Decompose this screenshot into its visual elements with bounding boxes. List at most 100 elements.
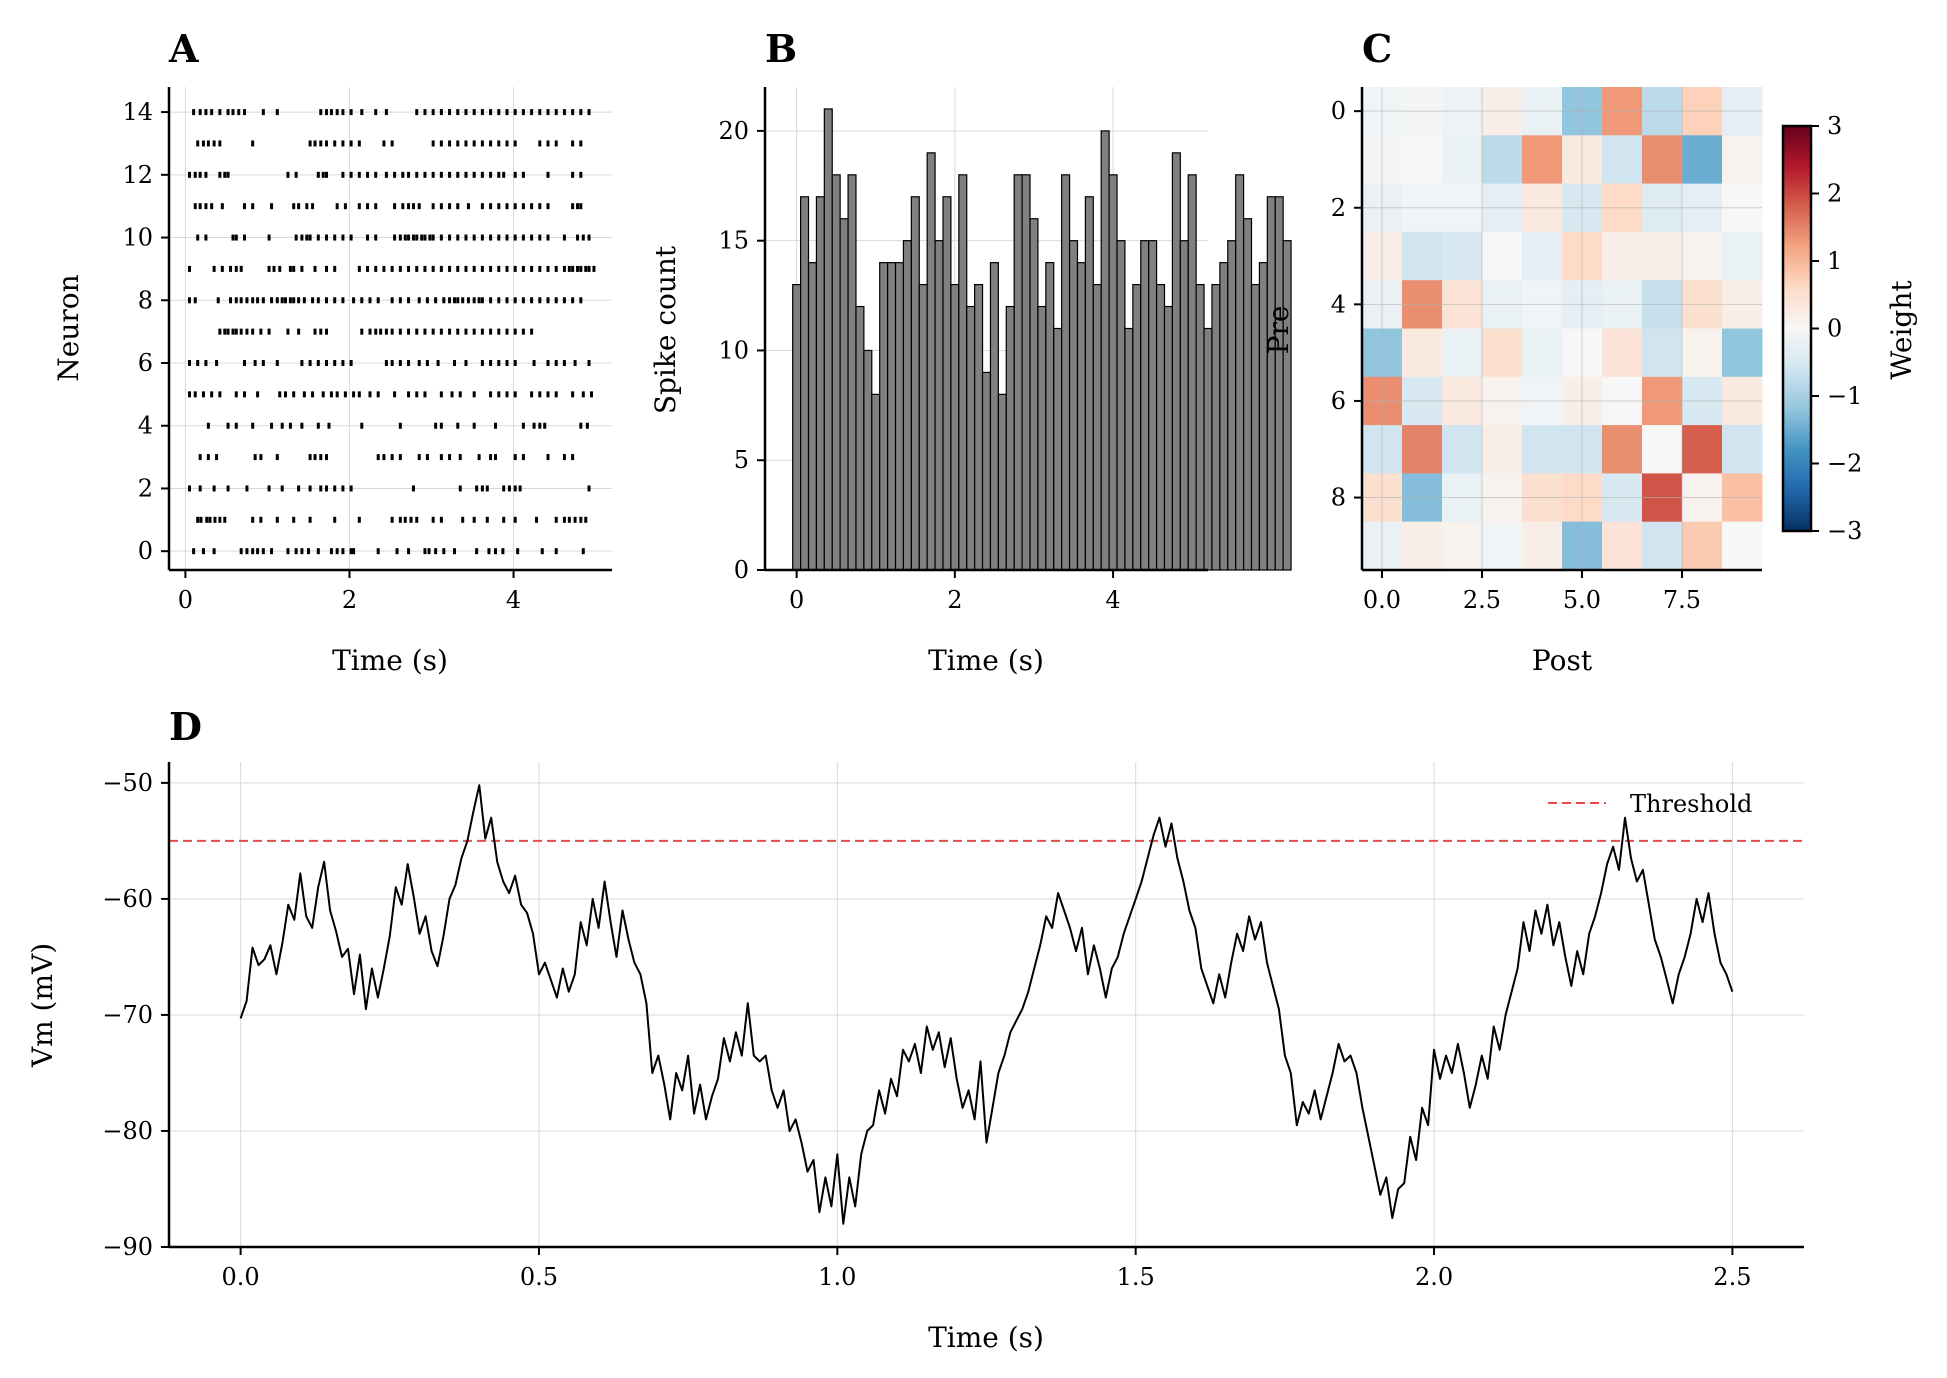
heatmap-cell [1482, 521, 1523, 571]
histogram-bar [1155, 283, 1166, 571]
vm-tick-label-x: 2.5 [1713, 1263, 1751, 1291]
histogram-bar [1140, 240, 1150, 571]
histogram-bar [1179, 240, 1189, 571]
histogram-bar [902, 240, 912, 571]
histogram-bar [839, 218, 849, 571]
heatmap-cell [1642, 425, 1683, 474]
vm-tick-label-y: −70 [102, 1001, 153, 1029]
histogram-bar [934, 240, 944, 571]
heatmap-cell [1602, 425, 1643, 474]
histogram-tick-label-y: 0 [734, 556, 749, 584]
heatmap-cell [1402, 425, 1443, 474]
colorbar-tick-label: 0 [1827, 315, 1842, 343]
heatmap-tick-label-y: 8 [1331, 484, 1346, 512]
histogram-bar [1092, 283, 1102, 571]
raster-grid [169, 87, 612, 570]
histogram-bar [1282, 240, 1292, 571]
heatmap-cell [1722, 328, 1763, 378]
histogram-bar [799, 196, 810, 571]
vm-ticks: 0.0 0.5 1.0 1.5 2.0 2.5 −50 −60 −70 −80 −90 [102, 769, 1751, 1291]
vm-tick-label-y: −90 [102, 1233, 153, 1261]
heatmap-cell [1602, 521, 1643, 571]
histogram-bar [1235, 174, 1245, 571]
heatmap-cell [1722, 521, 1763, 571]
histogram-bar [1163, 305, 1174, 571]
colorbar-tick-label: 2 [1827, 180, 1842, 208]
colorbar-tick-label: −2 [1827, 450, 1862, 478]
vm-x-label: Time (s) [928, 1321, 1044, 1354]
raster-x-label: Time (s) [332, 644, 448, 677]
histogram-bar [1124, 327, 1134, 571]
histogram-tick-label-x: 0 [789, 586, 804, 614]
vm-trace [239, 784, 1734, 1225]
heatmap-grid [1362, 87, 1762, 570]
histogram-bar [958, 174, 968, 571]
histogram-bar [1266, 196, 1276, 571]
raster-tick-label-y: 8 [138, 286, 153, 314]
colorbar-label: Weight [1885, 280, 1918, 380]
histogram-bar [1116, 240, 1126, 571]
histogram-bar [1076, 262, 1086, 571]
panel-b-letter: B [765, 26, 797, 71]
colorbar-tick-label: 3 [1827, 112, 1842, 140]
histogram-tick-label-y: 15 [718, 227, 749, 255]
panel-a: 0 2 4 0 2 4 6 8 10 12 14 A Time (s) Neuron [52, 26, 612, 677]
vm-grid [169, 762, 1804, 1248]
histogram-bar [1029, 218, 1039, 571]
heatmap-cell [1642, 328, 1683, 378]
histogram-bar [847, 174, 857, 571]
raster-tick-label-y: 10 [122, 224, 153, 252]
raster-spikes [188, 109, 596, 555]
heatmap-cell [1482, 328, 1523, 378]
histogram-bar [1171, 152, 1181, 571]
heatmap-cell [1602, 328, 1643, 378]
heatmap-cell [1682, 425, 1723, 474]
colorbar [1781, 124, 1813, 533]
raster-tick-label-y: 0 [138, 537, 153, 565]
histogram-bar [1061, 174, 1071, 571]
histogram-y-label: Spike count [649, 245, 682, 414]
histogram-bar [792, 283, 802, 571]
histogram-bar [1084, 196, 1094, 571]
histogram-bar [807, 262, 818, 571]
heatmap-tick-label-y: 6 [1331, 387, 1346, 415]
histogram-bar [989, 262, 999, 571]
histogram-bar [1219, 262, 1229, 571]
histogram-bar [894, 262, 905, 571]
raster-y-label: Neuron [52, 274, 85, 381]
histogram-bar [918, 283, 928, 571]
histogram-bar [1013, 174, 1023, 571]
heatmap-cell [1442, 521, 1483, 571]
heatmap-cell [1642, 521, 1683, 571]
vm-tick-label-y: −80 [102, 1117, 153, 1145]
histogram-bar [1068, 240, 1079, 571]
histogram-bar [974, 283, 984, 571]
colorbar-tick-label: −1 [1827, 382, 1862, 410]
histogram-ticks: 0 2 4 0 5 10 15 20 [718, 117, 1120, 614]
heatmap-cell [1402, 328, 1443, 378]
histogram-bar [871, 393, 881, 571]
heatmap-cell [1402, 231, 1443, 281]
histogram-bar [942, 196, 952, 571]
heatmap-cell [1602, 135, 1643, 185]
histogram-bar [855, 305, 865, 571]
heatmap-cell [1682, 521, 1723, 571]
vm-tick-label-x: 1.5 [1117, 1263, 1155, 1291]
histogram-bar [1148, 240, 1158, 571]
raster-tick-label-y: 12 [122, 161, 153, 189]
panel-b: 0 2 4 0 5 10 15 20 B Time (s) Spike count [649, 26, 1292, 677]
heatmap-cell [1522, 521, 1563, 571]
heatmap-tick-label-y: 4 [1331, 290, 1346, 318]
raster-tick-label-x: 0 [178, 586, 193, 614]
histogram-bars [792, 108, 1292, 571]
heatmap-cell [1722, 135, 1763, 185]
heatmap-cell [1682, 231, 1723, 281]
histogram-bar [1108, 174, 1118, 571]
heatmap-cell [1602, 231, 1643, 281]
panel-a-letter: A [168, 26, 199, 71]
legend-threshold-label: Threshold [1630, 790, 1752, 818]
raster-tick-label-x: 4 [506, 586, 521, 614]
histogram-bar [863, 349, 873, 571]
histogram-tick-label-x: 4 [1105, 586, 1120, 614]
